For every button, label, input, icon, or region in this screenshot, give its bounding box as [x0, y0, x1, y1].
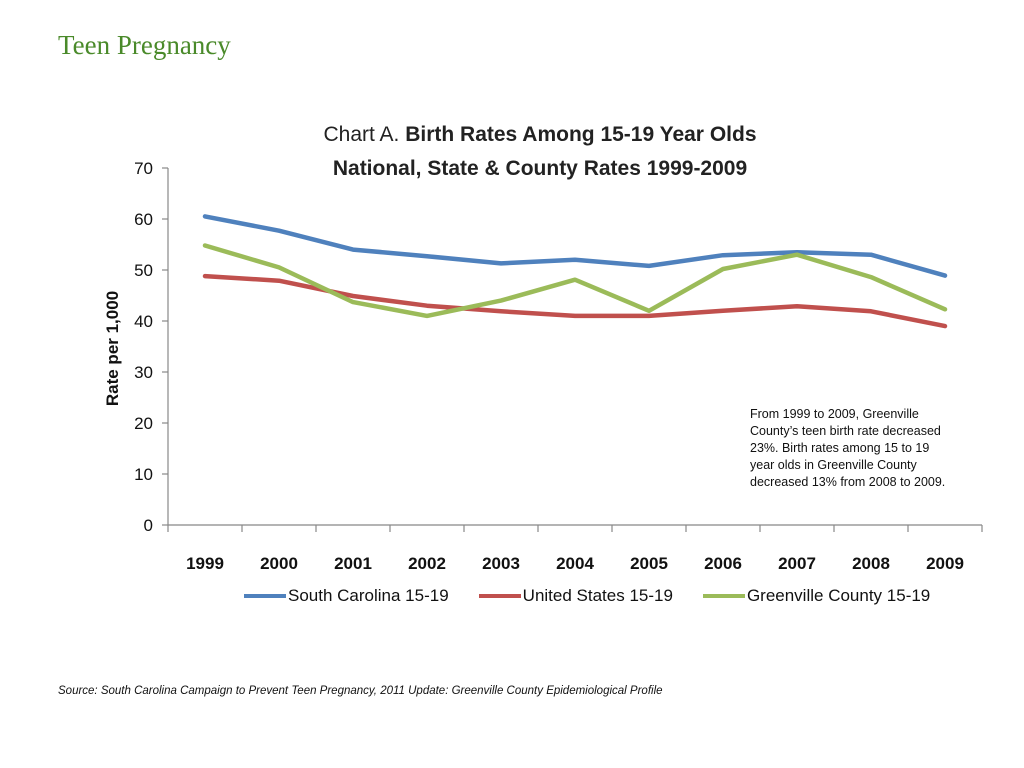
x-tick-label: 2003 [482, 554, 520, 573]
y-tick-label: 10 [134, 465, 153, 484]
y-tick-label: 0 [144, 516, 153, 535]
x-tick-label: 2006 [704, 554, 742, 573]
x-tick-label: 2005 [630, 554, 668, 573]
x-tick-label: 2008 [852, 554, 890, 573]
chart-title-prefix: Chart A. [323, 123, 400, 146]
legend-label: United States 15-19 [522, 586, 673, 605]
legend-swatch [478, 594, 521, 598]
chart-title-main: Birth Rates Among 15-19 Year Olds [405, 123, 757, 146]
legend-item: South Carolina 15-19 [244, 586, 449, 606]
chart-annotation: From 1999 to 2009, Greenville County’s t… [750, 407, 946, 489]
y-tick-label: 70 [134, 159, 153, 178]
y-tick-label: 40 [134, 312, 153, 331]
series-line-2 [202, 243, 948, 319]
chart-title-block: Chart A. Birth Rates Among 15-19 Year Ol… [240, 118, 840, 186]
y-axis-label: Rate per 1,000 [103, 291, 122, 406]
source-note: Source: South Carolina Campaign to Preve… [58, 685, 663, 697]
x-tick-label: 2002 [408, 554, 446, 573]
x-tick-label: 2009 [926, 554, 964, 573]
slide-title: Teen Pregnancy [58, 30, 231, 60]
legend-item: Greenville County 15-19 [702, 586, 931, 606]
chart-title: Chart A. Birth Rates Among 15-19 Year Ol… [240, 118, 840, 152]
legend-item: United States 15-19 [478, 586, 673, 606]
legend-label: South Carolina 15-19 [288, 586, 449, 605]
legend-swatch [702, 594, 745, 598]
chart-subtitle: National, State & County Rates 1999-2009 [332, 157, 748, 180]
x-tick-label: 1999 [186, 554, 224, 573]
y-tick-label: 60 [134, 210, 153, 229]
y-tick-label: 20 [134, 414, 153, 433]
chart-legend: South Carolina 15-19 United States 15-19 G… [244, 586, 960, 606]
legend-swatch [244, 594, 286, 598]
legend-label: Greenville County 15-19 [746, 586, 931, 605]
x-tick-label: 2000 [260, 554, 298, 573]
y-tick-label: 30 [134, 363, 153, 382]
y-tick-label: 50 [134, 261, 153, 280]
x-tick-label: 2004 [556, 554, 594, 573]
x-tick-label: 2007 [778, 554, 816, 573]
x-tick-label: 2001 [334, 554, 372, 573]
